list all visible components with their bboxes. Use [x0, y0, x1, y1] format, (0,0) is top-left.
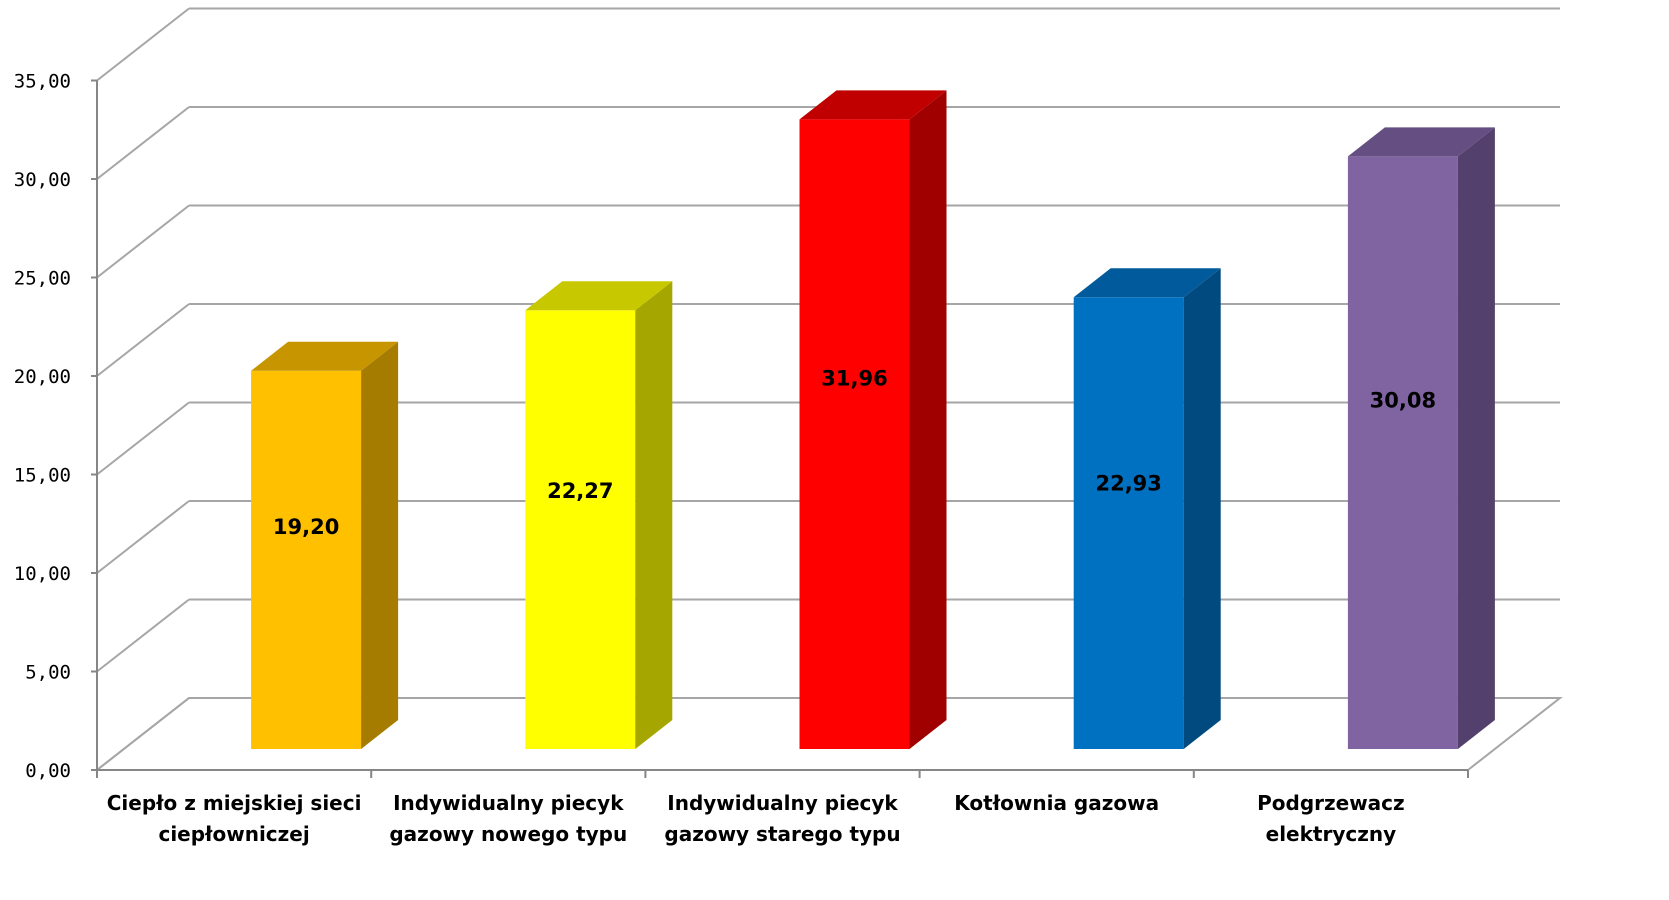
- gridline-side: [96, 303, 190, 377]
- y-tick-label: 35,00: [14, 71, 71, 93]
- bar-front: [799, 119, 910, 749]
- bar: 19,20: [251, 341, 399, 749]
- bar-side: [635, 281, 673, 749]
- bar-side: [909, 90, 947, 749]
- y-tick-label: 0,00: [25, 760, 71, 782]
- y-tick-label: 15,00: [14, 465, 71, 487]
- bar: 22,27: [525, 281, 673, 749]
- bar-top: [251, 341, 399, 371]
- bars: 19,20 22,27 31,96 22,93 30,08: [251, 90, 1495, 749]
- bar-top: [799, 90, 947, 120]
- bar-front: [525, 310, 636, 749]
- x-category-label: Podgrzewacz elektryczny: [1257, 791, 1405, 846]
- data-label: 19,20: [273, 515, 339, 539]
- bar: 22,93: [1073, 268, 1221, 749]
- bar-top: [1073, 268, 1221, 298]
- gridline-side: [96, 106, 190, 180]
- gridline-side: [96, 401, 190, 476]
- bar-top: [1347, 127, 1495, 157]
- bar-side: [1457, 127, 1495, 749]
- y-tick-label: 20,00: [14, 366, 71, 388]
- gridline-side: [96, 500, 190, 574]
- bar-side: [361, 341, 399, 749]
- bar-front: [251, 370, 362, 749]
- x-category-label: Ciepło z miejskiej sieci ciepłowniczej: [107, 791, 362, 846]
- y-tick-labels: 0,00 5,00 10,00 15,00 20,00 25,00 30,00 35,00: [14, 71, 71, 783]
- data-label: 30,08: [1370, 388, 1436, 412]
- bar: 31,96: [799, 90, 947, 749]
- y-tick-label: 30,00: [14, 169, 71, 191]
- x-category-label: Indywidualny piecyk gazowy starego typu: [664, 791, 900, 846]
- gridline-side: [96, 204, 190, 279]
- gridline-side: [96, 598, 190, 673]
- gridline-side: [96, 697, 190, 771]
- y-tick-label: 10,00: [14, 563, 71, 585]
- y-tick-label: 25,00: [14, 268, 71, 290]
- bar: 30,08: [1347, 127, 1495, 749]
- data-label: 22,93: [1095, 471, 1161, 495]
- data-label: 31,96: [821, 367, 887, 391]
- bar-front: [1073, 297, 1184, 749]
- axes: [91, 79, 1469, 778]
- x-category-labels: Ciepło z miejskiej sieci ciepłowniczej Ind…: [107, 791, 1405, 846]
- data-label: 22,27: [547, 479, 613, 503]
- x-category-label: Indywidualny piecyk gazowy nowego typu: [389, 791, 627, 846]
- bar-front: [1347, 156, 1458, 749]
- bar-side: [1183, 268, 1221, 749]
- y-tick-label: 5,00: [25, 662, 71, 684]
- x-category-label: Kotłownia gazowa: [954, 791, 1159, 815]
- gridline-side: [96, 7, 190, 82]
- bar-top: [525, 281, 673, 311]
